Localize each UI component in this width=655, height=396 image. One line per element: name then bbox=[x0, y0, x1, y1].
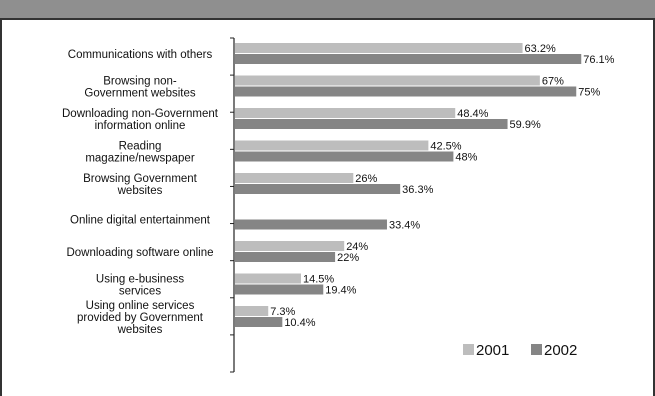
data-label-2002: 36.3% bbox=[402, 184, 433, 196]
bar-2001 bbox=[235, 43, 523, 53]
data-label-2002: 75% bbox=[578, 87, 600, 99]
bar-2001 bbox=[235, 108, 456, 118]
category-label: Downloading software online bbox=[66, 247, 213, 259]
data-label-2002: 10.4% bbox=[284, 317, 315, 329]
data-label-2001: 24% bbox=[346, 241, 368, 253]
bar-2002 bbox=[235, 119, 508, 129]
data-label-2001: 67% bbox=[542, 76, 564, 88]
data-label-2002: 19.4% bbox=[325, 285, 356, 297]
bar-2002 bbox=[235, 284, 324, 295]
category-label: magazine/newspaper bbox=[85, 153, 194, 165]
data-label-2001: 63.2% bbox=[525, 43, 556, 55]
category-label: information online bbox=[95, 120, 186, 132]
data-label-2002: 76.1% bbox=[583, 54, 614, 66]
category-label: Browsing Government bbox=[83, 173, 198, 185]
category-label: Government websites bbox=[84, 88, 195, 100]
legend-label-2002: 2002 bbox=[544, 342, 577, 359]
data-label-2002: 22% bbox=[337, 252, 359, 264]
bar-2001 bbox=[235, 306, 269, 316]
bar-2001 bbox=[235, 75, 540, 86]
bar-2001 bbox=[235, 241, 345, 251]
data-label-2002: 59.9% bbox=[510, 119, 541, 131]
bar-2001 bbox=[235, 273, 301, 284]
category-label: Online digital entertainment bbox=[70, 215, 211, 227]
bar-2001 bbox=[235, 140, 429, 151]
data-label-2002: 33.4% bbox=[389, 220, 420, 232]
bar-2002 bbox=[235, 151, 454, 162]
category-label: provided by Government bbox=[77, 312, 204, 324]
data-label-2002: 48% bbox=[455, 152, 477, 164]
category-label: websites bbox=[117, 324, 163, 336]
data-label-2001: 26% bbox=[355, 173, 377, 185]
category-label: Using online services bbox=[86, 300, 195, 312]
data-label-2001: 42.5% bbox=[430, 141, 461, 153]
bar-2002 bbox=[235, 86, 577, 97]
category-label: Browsing non- bbox=[103, 76, 177, 88]
category-label: websites bbox=[117, 185, 163, 197]
data-label-2001: 14.5% bbox=[303, 274, 334, 286]
bar-2002 bbox=[235, 219, 387, 230]
legend-label-2001: 2001 bbox=[476, 342, 509, 359]
bar-2002 bbox=[235, 252, 336, 262]
bar-2002 bbox=[235, 184, 401, 194]
legend-swatch-2001 bbox=[463, 344, 474, 355]
right-border bbox=[653, 20, 655, 396]
legend-swatch-2002 bbox=[531, 344, 542, 355]
category-label: Using e-business bbox=[96, 274, 184, 286]
data-label-2001: 7.3% bbox=[270, 306, 295, 318]
data-label-2001: 48.4% bbox=[457, 108, 488, 120]
header-band bbox=[0, 0, 655, 20]
category-label: services bbox=[119, 286, 161, 298]
bar-2001 bbox=[235, 173, 354, 183]
category-label: Communications with others bbox=[68, 49, 213, 61]
bar-2002 bbox=[235, 317, 283, 327]
category-label: Downloading non-Government bbox=[62, 108, 219, 120]
left-border bbox=[0, 20, 2, 396]
category-label: Reading bbox=[119, 141, 162, 153]
bar-2002 bbox=[235, 54, 582, 64]
